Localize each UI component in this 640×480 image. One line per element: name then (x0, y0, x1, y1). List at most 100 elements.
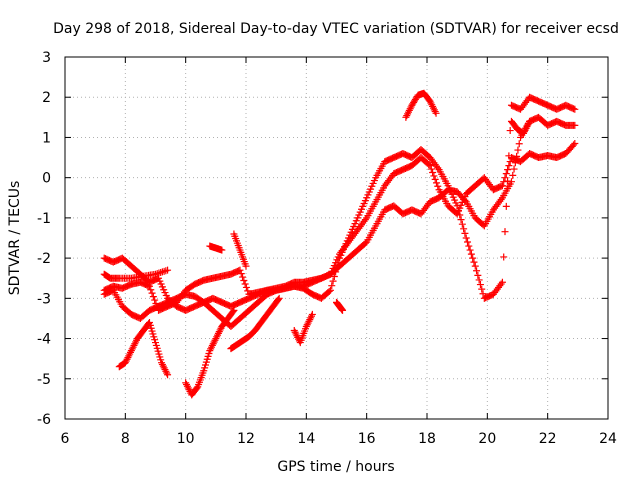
x-tick-label: 18 (418, 431, 436, 447)
data-point (129, 343, 137, 351)
y-tick-label: 0 (42, 171, 51, 187)
data-point (462, 234, 470, 242)
data-point (121, 359, 129, 367)
y-tick-label: -6 (37, 412, 51, 428)
data-point (230, 306, 238, 314)
data-point (461, 196, 469, 204)
data-point (208, 341, 216, 349)
data-point (151, 296, 159, 304)
data-point (308, 310, 316, 318)
data-point (427, 99, 435, 107)
data-point (308, 312, 316, 320)
data-point (159, 362, 167, 370)
data-point (515, 140, 523, 148)
y-tick-label: 2 (42, 90, 51, 106)
data-point (292, 330, 300, 338)
data-point (290, 327, 298, 335)
data-point (334, 259, 342, 267)
x-tick-labels: 6 8 10 12 14 16 18 20 22 24 (61, 431, 617, 447)
data-point (215, 328, 223, 336)
data-point (241, 280, 249, 288)
data-point (502, 202, 510, 210)
data-point (426, 162, 434, 170)
data-point (432, 109, 440, 117)
data-point (130, 341, 138, 349)
data-point (240, 277, 248, 285)
data-point (164, 266, 172, 274)
y-axis-label: SDTVAR / TECUs (7, 181, 23, 296)
data-point (216, 326, 224, 334)
data-point (333, 263, 341, 271)
x-tick-label: 22 (539, 431, 557, 447)
data-point (207, 345, 215, 353)
data-point (460, 225, 468, 233)
data-point (239, 273, 247, 281)
data-point (206, 347, 214, 355)
data-series (100, 93, 579, 314)
data-point (504, 177, 512, 185)
data-point (500, 253, 508, 261)
data-point (124, 354, 132, 362)
data-point (149, 293, 157, 301)
data-point (522, 124, 530, 132)
data-point (403, 112, 411, 120)
data-point (145, 320, 153, 328)
data-series (100, 113, 579, 330)
data-point (307, 314, 315, 322)
data-point (161, 366, 169, 374)
data-point (329, 277, 337, 285)
data-point (407, 103, 415, 111)
data-point (193, 384, 201, 392)
data-series (402, 89, 440, 121)
data-point (330, 272, 338, 280)
data-point (303, 321, 311, 329)
y-tick-label: -1 (37, 211, 51, 227)
data-point (404, 110, 412, 118)
data-point (125, 352, 133, 360)
data-point (214, 331, 222, 339)
data-point (570, 141, 578, 149)
data-point (454, 206, 462, 214)
x-tick-label: 24 (599, 431, 617, 447)
chart-title: Day 298 of 2018, Sidereal Day-to-day VTE… (53, 21, 619, 37)
data-point (511, 159, 519, 167)
data-point (473, 267, 481, 275)
x-tick-label: 10 (177, 431, 195, 447)
data-point (498, 182, 506, 190)
data-point (506, 127, 514, 135)
data-point (306, 316, 314, 324)
y-tick-label: -4 (37, 332, 51, 348)
data-point (520, 128, 528, 136)
data-point (475, 276, 483, 284)
data-point (128, 345, 136, 353)
data-series (115, 318, 172, 379)
data-point (127, 348, 135, 356)
data-point (147, 286, 155, 294)
data-point (456, 211, 464, 219)
data-series (100, 139, 579, 314)
data-point (431, 175, 439, 183)
data-point (431, 108, 439, 116)
y-tick-labels: -6 -5 -4 -3 -2 -1 0 1 2 3 (37, 50, 51, 428)
data-point (476, 281, 484, 289)
data-point (213, 333, 221, 341)
data-point (122, 357, 130, 365)
data-point (208, 343, 216, 351)
data-point (158, 359, 166, 367)
data-point (183, 381, 191, 389)
plot-frame (64, 56, 609, 420)
data-point (237, 270, 245, 278)
data-series (100, 266, 172, 282)
data-point (513, 152, 521, 160)
data-point (474, 271, 482, 279)
data-point (291, 328, 299, 336)
data-point (524, 121, 532, 129)
data-point (467, 250, 475, 258)
data-point (510, 165, 518, 173)
data-point (466, 246, 474, 254)
y-tick-label: -2 (37, 251, 51, 267)
data-point (526, 117, 534, 125)
data-point (505, 162, 513, 170)
data-point (504, 166, 512, 174)
data-point (425, 160, 433, 168)
